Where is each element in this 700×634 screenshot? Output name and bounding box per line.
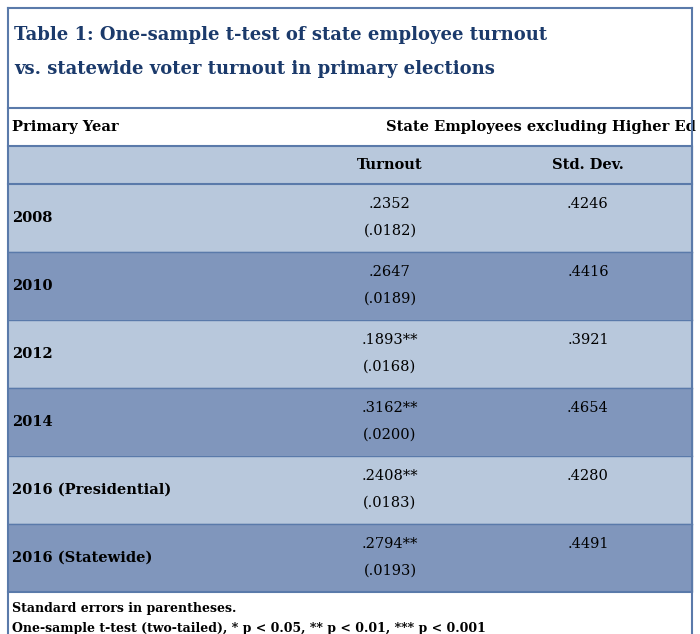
Text: 2016 (Presidential): 2016 (Presidential) [12,483,172,497]
Text: .4280: .4280 [567,469,609,483]
Text: 2012: 2012 [12,347,52,361]
Bar [8,456,692,524]
Text: .4654: .4654 [567,401,609,415]
Text: 2010: 2010 [12,279,52,293]
Text: Table 1: One-sample t-test of state employee turnout: Table 1: One-sample t-test of state empl… [14,26,547,44]
Text: (.0193): (.0193) [363,563,416,577]
Text: 2016 (Statewide): 2016 (Statewide) [12,551,153,565]
Text: .2352: .2352 [369,197,411,211]
Bar [8,524,692,592]
Bar [8,320,692,388]
Text: .3921: .3921 [567,333,609,347]
Bar [8,146,692,184]
Text: Primary Year: Primary Year [12,120,118,134]
Text: .2408**: .2408** [362,469,419,483]
Text: State Employees excluding Higher Ed: State Employees excluding Higher Ed [386,120,696,134]
Text: Std. Dev.: Std. Dev. [552,158,624,172]
Text: .4246: .4246 [567,197,609,211]
Bar [8,108,692,146]
Text: .4416: .4416 [567,266,609,280]
Text: Turnout: Turnout [357,158,423,172]
Text: .1893**: .1893** [362,333,419,347]
Text: .3162**: .3162** [362,401,419,415]
Text: vs. statewide voter turnout in primary elections: vs. statewide voter turnout in primary e… [14,60,495,78]
Bar [8,8,692,108]
Text: 2008: 2008 [12,211,52,225]
Bar [8,388,692,456]
Text: .2794**: .2794** [362,538,418,552]
Bar [8,592,692,634]
Text: (.0182): (.0182) [363,223,416,237]
Text: .2647: .2647 [369,266,411,280]
Text: One-sample t-test (two-tailed), * p < 0.05, ** p < 0.01, *** p < 0.001: One-sample t-test (two-tailed), * p < 0.… [12,622,486,634]
Text: (.0200): (.0200) [363,427,416,441]
Text: .4491: .4491 [567,538,609,552]
Text: (.0189): (.0189) [363,291,416,305]
Text: Standard errors in parentheses.: Standard errors in parentheses. [12,602,237,615]
Text: (.0183): (.0183) [363,495,416,509]
Bar [8,184,692,252]
Bar [8,252,692,320]
Text: (.0168): (.0168) [363,359,416,373]
Text: 2014: 2014 [12,415,52,429]
